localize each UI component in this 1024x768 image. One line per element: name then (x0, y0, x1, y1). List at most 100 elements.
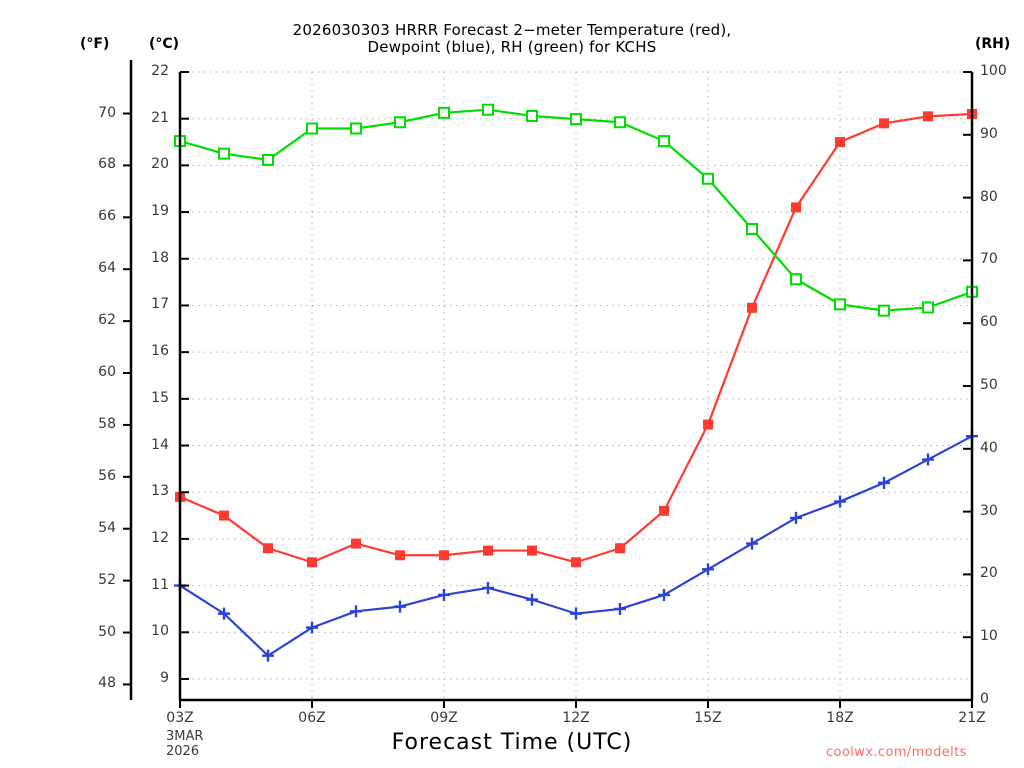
data-point-marker (219, 510, 229, 521)
data-point-marker (614, 602, 626, 615)
series-temperature (175, 109, 977, 568)
tick-label-rh: 10 (980, 628, 998, 645)
tick-label-fahrenheit: 50 (98, 623, 116, 640)
data-point-marker (263, 543, 273, 554)
tick-label-celsius: 14 (151, 436, 169, 453)
data-point-marker (350, 605, 362, 618)
tick-label-celsius: 9 (160, 669, 169, 686)
tick-label-fahrenheit: 48 (98, 675, 116, 692)
tick-label-fahrenheit: 54 (98, 519, 116, 536)
axis-lines (123, 60, 974, 708)
data-point-marker (482, 103, 494, 116)
tick-label-celsius: 16 (151, 343, 169, 360)
series-dewpoint (174, 430, 978, 662)
data-point-marker (878, 304, 890, 317)
data-point-marker (746, 223, 758, 235)
data-point-marker (218, 147, 230, 160)
x-axis-title: Forecast Time (UTC) (391, 730, 633, 755)
tick-label-rh: 60 (980, 314, 998, 331)
data-point-marker (878, 476, 890, 489)
tick-label-time: 21Z (958, 710, 986, 726)
data-point-marker (658, 135, 670, 148)
data-point-marker (438, 106, 450, 119)
tick-label-celsius: 20 (151, 156, 169, 173)
rh-axis-unit: (RH) (975, 36, 1011, 52)
tick-label-time: 06Z (298, 710, 326, 726)
data-point-marker (702, 563, 714, 576)
tick-label-rh: 20 (980, 565, 998, 582)
data-point-marker (218, 607, 230, 620)
tick-label-celsius: 12 (151, 529, 169, 546)
fahrenheit-axis-unit: (°F) (80, 36, 110, 52)
grid-lines (180, 71, 973, 700)
tick-label-rh: 0 (980, 691, 989, 707)
tick-label-fahrenheit: 62 (98, 312, 116, 329)
tick-label-time: 09Z (430, 710, 458, 726)
data-point-marker (526, 109, 538, 122)
data-point-marker (306, 621, 318, 634)
data-point-marker (658, 588, 670, 601)
date-stamp: 3MAR 2026 (166, 729, 203, 759)
chart-title-line-1: 2026030303 HRRR Forecast 2−meter Tempera… (292, 21, 732, 39)
data-point-marker (570, 607, 582, 620)
data-point-marker (702, 172, 714, 185)
data-point-marker (527, 545, 537, 556)
data-point-marker (439, 550, 449, 561)
tick-label-celsius: 15 (151, 389, 169, 406)
data-point-marker (835, 137, 845, 148)
tick-label-rh: 70 (980, 251, 998, 268)
data-point-marker (834, 298, 846, 311)
tick-label-celsius: 10 (151, 623, 169, 640)
data-point-marker (570, 113, 582, 126)
credit-watermark: coolwx.com/modelts (826, 745, 967, 760)
data-point-marker (571, 557, 581, 568)
data-point-marker (394, 600, 406, 613)
data-point-marker (438, 588, 450, 601)
data-point-marker (790, 511, 802, 524)
tick-label-rh: 50 (980, 377, 998, 393)
tick-label-rh: 80 (980, 188, 998, 205)
tick-label-rh: 90 (980, 125, 998, 142)
data-point-marker (923, 111, 933, 122)
data-point-marker (615, 543, 625, 554)
tick-label-celsius: 22 (151, 63, 169, 79)
tick-label-rh: 100 (980, 63, 1007, 79)
data-point-marker (306, 122, 318, 135)
chart-title-line-2: Dewpoint (blue), RH (green) for KCHS (367, 38, 657, 56)
data-point-marker (482, 581, 494, 594)
data-point-marker (526, 593, 538, 606)
data-point-marker (922, 453, 934, 466)
tick-label-fahrenheit: 58 (98, 415, 116, 432)
data-point-marker (307, 557, 317, 568)
data-point-marker (659, 505, 669, 516)
data-point-marker (747, 302, 757, 313)
data-point-marker (262, 649, 274, 662)
tick-label-fahrenheit: 56 (98, 467, 116, 484)
tick-label-fahrenheit: 60 (98, 364, 116, 381)
tick-label-fahrenheit: 64 (98, 260, 116, 277)
tick-label-fahrenheit: 66 (98, 208, 116, 225)
date-month: 3MAR (166, 729, 204, 744)
data-point-marker (350, 122, 362, 135)
tick-label-fahrenheit: 68 (98, 156, 116, 173)
data-point-marker (791, 202, 801, 213)
data-point-marker (746, 537, 758, 550)
tick-label-rh: 40 (980, 439, 998, 456)
tick-label-celsius: 13 (151, 483, 169, 500)
tick-label-fahrenheit: 52 (98, 571, 116, 588)
data-point-marker (790, 273, 802, 286)
tick-label-celsius: 17 (151, 296, 169, 313)
data-point-marker (351, 538, 361, 549)
celsius-axis-unit: (°C) (149, 36, 180, 52)
tick-label-time: 15Z (694, 710, 722, 726)
data-point-marker (703, 419, 713, 430)
date-year: 2026 (166, 744, 200, 759)
data-point-marker (262, 153, 274, 166)
data-point-marker (614, 116, 626, 129)
tick-label-celsius: 18 (151, 249, 169, 266)
tick-label-celsius: 11 (151, 576, 169, 593)
tick-label-celsius: 21 (151, 109, 169, 126)
tick-label-fahrenheit: 70 (98, 104, 116, 121)
